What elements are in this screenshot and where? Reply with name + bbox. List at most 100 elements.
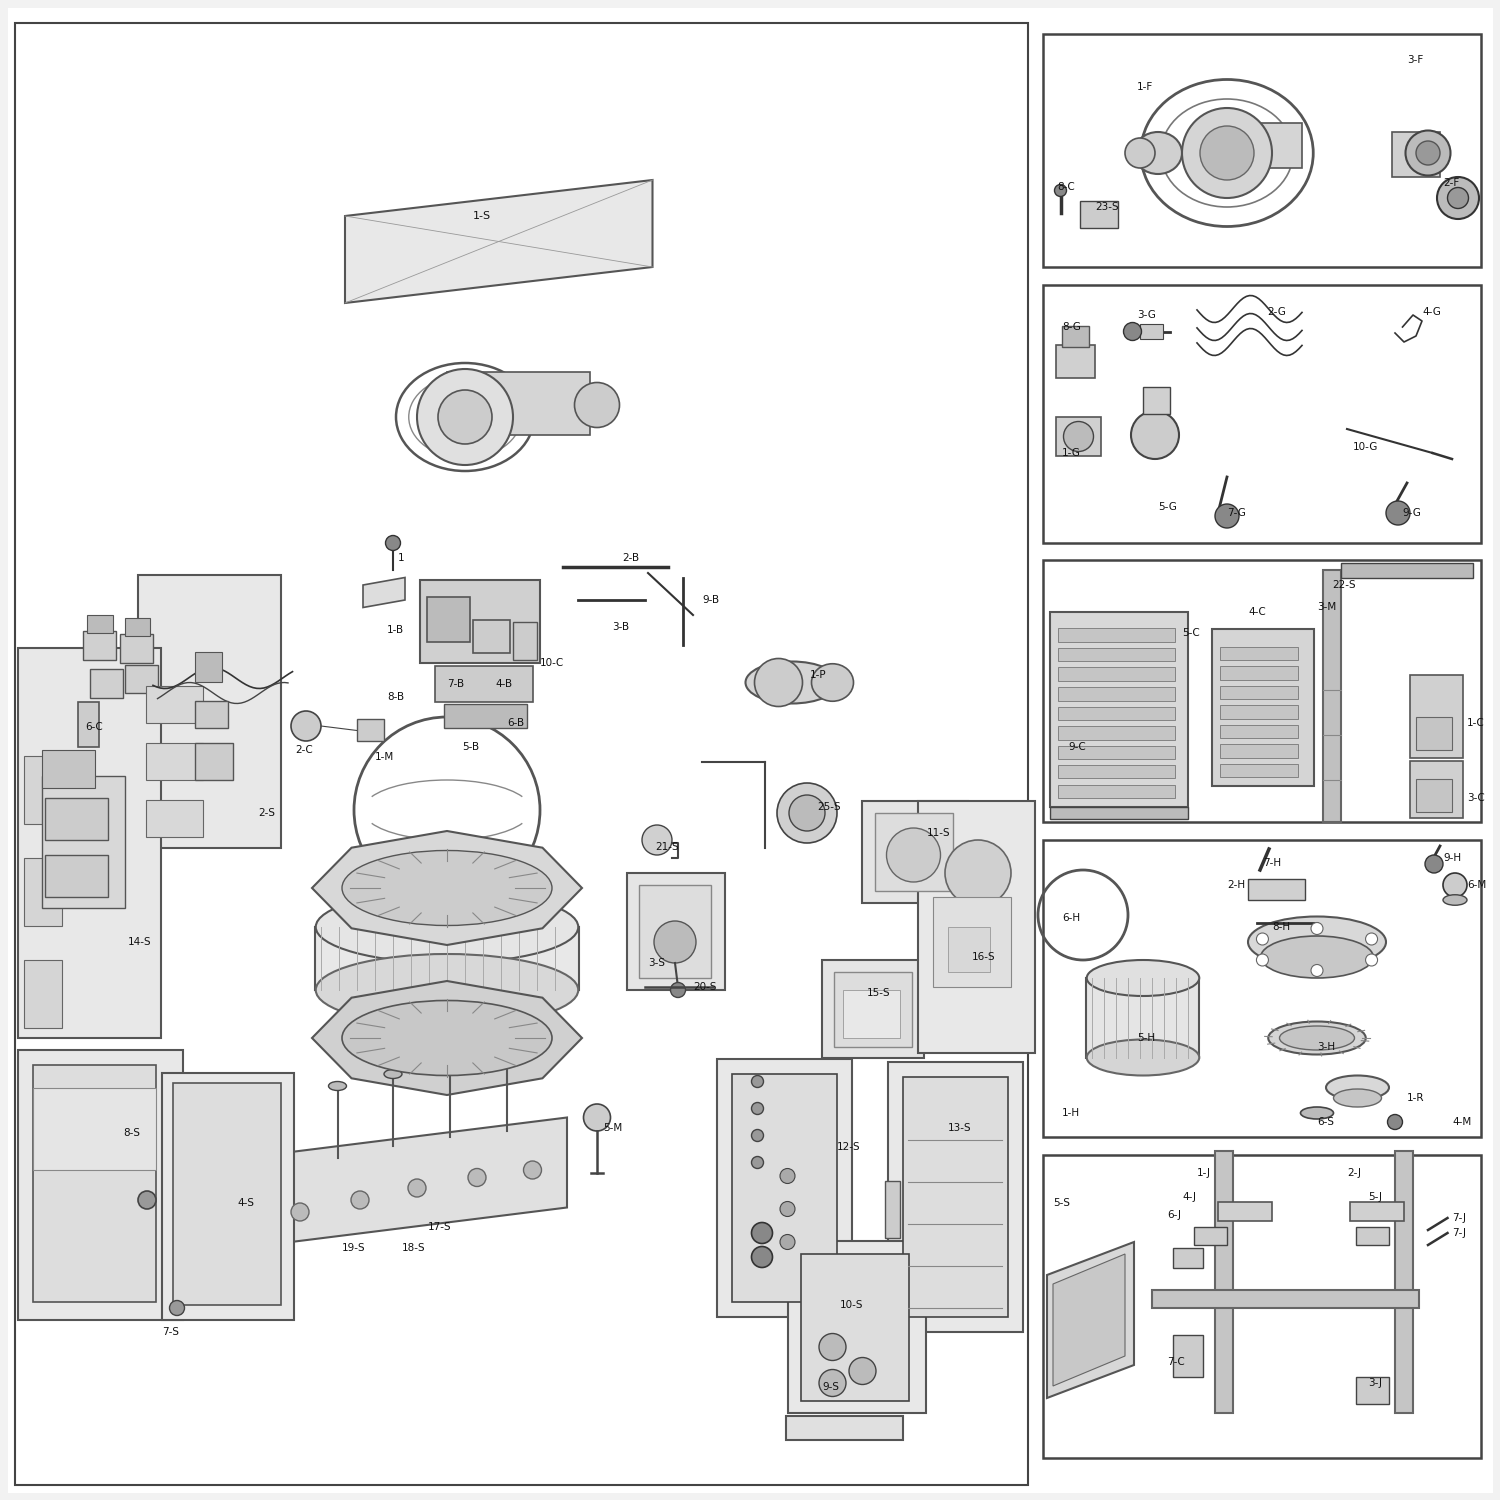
Bar (732, 1074, 837, 1302)
Circle shape (1406, 130, 1450, 176)
Bar (1341, 562, 1473, 578)
Bar (1173, 1335, 1203, 1377)
Bar (1220, 744, 1298, 758)
Ellipse shape (1443, 894, 1467, 906)
Text: 2-G: 2-G (1268, 308, 1287, 316)
Bar (1215, 1150, 1233, 1413)
Circle shape (291, 711, 321, 741)
Bar (42, 750, 94, 788)
Text: 7-C: 7-C (1167, 1358, 1185, 1366)
Bar (1218, 1202, 1272, 1221)
Bar (1152, 1290, 1419, 1308)
Circle shape (1257, 954, 1269, 966)
Text: 7-H: 7-H (1263, 858, 1281, 867)
Text: 1-C: 1-C (1467, 718, 1485, 728)
Ellipse shape (1086, 960, 1200, 996)
Polygon shape (363, 578, 405, 608)
Text: 1: 1 (398, 554, 404, 562)
Bar (1356, 1377, 1389, 1404)
Circle shape (584, 1104, 610, 1131)
Text: 6-B: 6-B (507, 718, 524, 728)
Circle shape (752, 1222, 772, 1244)
Circle shape (138, 1191, 156, 1209)
Text: 1-M: 1-M (375, 753, 394, 762)
Circle shape (752, 1130, 764, 1142)
Circle shape (819, 1370, 846, 1396)
Text: 4-J: 4-J (1182, 1192, 1196, 1202)
Circle shape (1182, 108, 1272, 198)
Text: 8-G: 8-G (1062, 322, 1082, 332)
Circle shape (754, 658, 802, 706)
Text: 20-S: 20-S (693, 982, 717, 992)
Bar (834, 972, 912, 1047)
Circle shape (408, 1179, 426, 1197)
Bar (903, 1077, 1008, 1317)
Circle shape (1416, 141, 1440, 165)
Bar (146, 742, 202, 780)
Text: 4-C: 4-C (1248, 608, 1266, 616)
Bar (1050, 612, 1188, 807)
Bar (918, 801, 1035, 1053)
Bar (82, 632, 116, 660)
Text: 4-G: 4-G (1422, 308, 1442, 316)
Text: 2-B: 2-B (622, 554, 639, 562)
Bar (1058, 746, 1174, 759)
Bar (146, 686, 202, 723)
Text: 5-C: 5-C (1182, 628, 1200, 638)
Bar (435, 666, 532, 702)
Text: 14-S: 14-S (128, 938, 152, 946)
Circle shape (849, 1358, 876, 1384)
Circle shape (642, 825, 672, 855)
Circle shape (1386, 501, 1410, 525)
Bar (1212, 628, 1314, 786)
Polygon shape (1047, 1242, 1134, 1398)
Text: 22-S: 22-S (1332, 580, 1356, 590)
Ellipse shape (342, 1000, 552, 1076)
Circle shape (1215, 504, 1239, 528)
Bar (427, 597, 470, 642)
Text: 9-C: 9-C (1068, 742, 1086, 752)
Text: 5-J: 5-J (1368, 1192, 1382, 1202)
Circle shape (945, 840, 1011, 906)
Bar (513, 622, 537, 660)
Bar (786, 1416, 903, 1440)
Circle shape (819, 1334, 846, 1360)
Circle shape (574, 382, 620, 427)
Text: 4-B: 4-B (495, 680, 512, 688)
Text: 1-F: 1-F (1137, 82, 1154, 92)
Text: 12-S: 12-S (837, 1143, 861, 1152)
Text: 3-M: 3-M (1317, 603, 1336, 612)
Bar (788, 1240, 926, 1413)
Bar (1140, 324, 1162, 339)
Text: 9-G: 9-G (1402, 509, 1422, 518)
Bar (639, 885, 711, 978)
Bar (1323, 570, 1341, 822)
Bar (357, 718, 384, 741)
Text: 1-G: 1-G (1062, 448, 1082, 458)
Polygon shape (345, 180, 652, 303)
Text: 7-B: 7-B (447, 680, 464, 688)
Bar (1058, 706, 1174, 720)
Bar (87, 615, 112, 633)
Bar (1086, 978, 1198, 1058)
Circle shape (780, 1234, 795, 1250)
Text: 1-R: 1-R (1407, 1094, 1425, 1102)
Bar (472, 620, 510, 652)
Text: 4-S: 4-S (237, 1198, 254, 1208)
Circle shape (654, 921, 696, 963)
Circle shape (1448, 188, 1468, 209)
Ellipse shape (1134, 132, 1182, 174)
Bar (1356, 1227, 1389, 1245)
Ellipse shape (1268, 1022, 1365, 1054)
Bar (822, 960, 924, 1058)
Ellipse shape (315, 954, 579, 1026)
Bar (1058, 765, 1174, 778)
Circle shape (468, 1168, 486, 1186)
Ellipse shape (1300, 1107, 1334, 1119)
Text: 8-B: 8-B (387, 693, 404, 702)
Circle shape (780, 1202, 795, 1216)
Bar (195, 742, 232, 780)
Bar (15, 22, 1028, 1485)
Circle shape (438, 390, 492, 444)
Text: 21-S: 21-S (656, 843, 680, 852)
